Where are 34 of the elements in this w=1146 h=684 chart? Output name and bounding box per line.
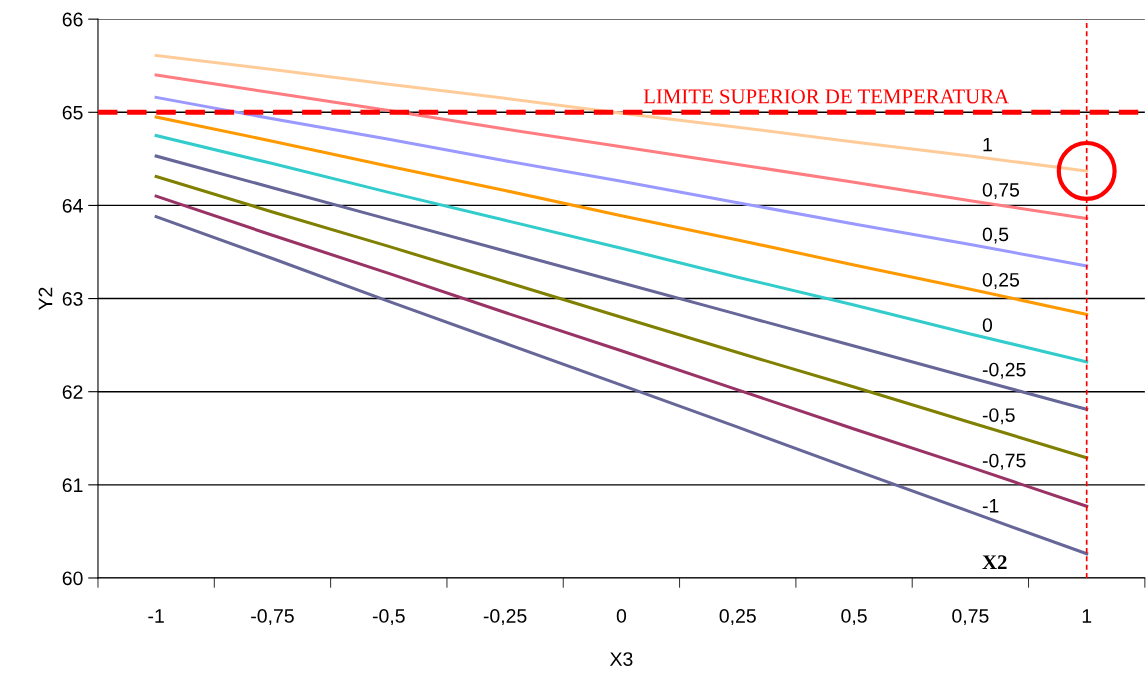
line-series — [154, 115, 1089, 316]
x-tick-label: -1 — [148, 609, 164, 623]
line-series — [154, 215, 1089, 556]
y-tick-label: 63 — [62, 292, 83, 306]
x-axis-title: X3 — [609, 652, 633, 666]
series-label: -1 — [982, 499, 999, 513]
y-axis-title: Y2 — [38, 287, 53, 311]
series-label: -0,25 — [982, 362, 1026, 379]
series-label: 0,5 — [982, 227, 1009, 244]
line-series — [154, 53, 1089, 173]
x-tick-label: 0,75 — [952, 609, 989, 626]
x-tick-label: -0,75 — [251, 609, 294, 626]
x-tick-label: -0,25 — [483, 609, 527, 626]
x-tick-label: 1 — [1082, 609, 1092, 623]
y-tick-label: 62 — [62, 385, 83, 399]
y-tick-label: 65 — [62, 105, 83, 120]
line-series — [154, 73, 1089, 220]
series-label: 0,75 — [982, 182, 1020, 200]
x-tick-label: 0,5 — [841, 609, 867, 626]
y-tick-label: 60 — [62, 571, 83, 586]
series-label: -0,75 — [982, 453, 1026, 470]
series-label: 1 — [983, 137, 992, 152]
y-tick-label: 64 — [62, 198, 83, 213]
annotation: X2 — [982, 555, 1007, 570]
series-label: 0 — [982, 318, 993, 332]
y-tick-label: 61 — [62, 478, 83, 493]
y-tick-label: 66 — [62, 12, 83, 27]
x-tick-label: 0,25 — [719, 609, 756, 626]
line-series — [154, 134, 1089, 364]
series-label: 0,25 — [982, 272, 1020, 290]
ref-line-label: LIMITE SUPERIOR DE TEMPERATURA — [643, 89, 1009, 104]
x-tick-label: -0,5 — [372, 609, 405, 626]
series-label: -0,5 — [982, 408, 1015, 425]
x-tick-label: 0 — [616, 609, 627, 623]
